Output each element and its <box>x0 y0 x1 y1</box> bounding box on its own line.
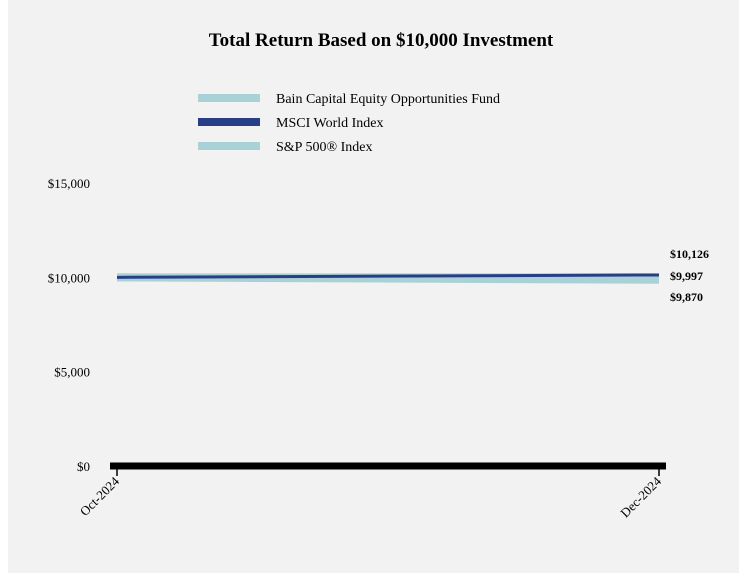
y-tick-label: $5,000 <box>54 365 90 380</box>
end-value-label-0: $9,870 <box>670 290 703 304</box>
x-tick-label: Oct-2024 <box>77 473 123 519</box>
x-axis: Oct-2024 Dec-2024 <box>77 462 666 520</box>
legend-label-0: Bain Capital Equity Opportunities Fund <box>276 92 500 107</box>
end-value-label-2: $9,997 <box>670 269 703 283</box>
x-tick-label: Dec-2024 <box>617 473 664 520</box>
y-tick-label: $10,000 <box>48 270 90 285</box>
end-labels: $10,126 $9,997 $9,870 <box>670 247 709 304</box>
series-line-1 <box>116 273 660 279</box>
y-tick-label: $0 <box>77 459 90 474</box>
chart-background <box>8 0 739 573</box>
series-layer <box>116 273 660 284</box>
chart-title: Total Return Based on $10,000 Investment <box>209 30 554 51</box>
legend-label-1: MSCI World Index <box>276 116 384 131</box>
y-axis: $0 $5,000 $10,000 $15,000 <box>48 176 90 474</box>
legend: Bain Capital Equity Opportunities Fund MS… <box>198 92 500 155</box>
legend-label-2: S&P 500® Index <box>276 140 372 155</box>
y-tick-label: $15,000 <box>48 176 90 191</box>
end-value-label-1: $10,126 <box>670 247 709 261</box>
